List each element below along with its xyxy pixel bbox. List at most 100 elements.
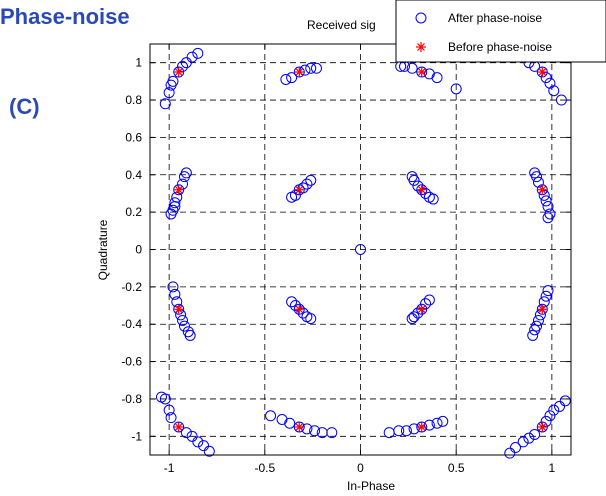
data-point-after	[504, 447, 516, 459]
data-point-after	[523, 432, 535, 444]
data-point-after	[286, 191, 298, 203]
data-point-after	[167, 281, 179, 293]
data-point-before	[174, 304, 184, 314]
data-point-after	[173, 184, 185, 196]
data-point-after	[536, 66, 548, 78]
data-point-after	[289, 300, 301, 312]
data-point-after	[529, 428, 541, 440]
data-point-before	[294, 185, 304, 195]
data-point-before	[417, 67, 427, 77]
y-tick-label: -1	[131, 429, 142, 443]
data-point-after	[540, 415, 552, 427]
data-point-after	[305, 313, 317, 325]
data-point-after	[169, 197, 181, 209]
data-point-before	[174, 185, 184, 195]
data-point-after	[293, 66, 305, 78]
data-point-after	[538, 189, 550, 201]
data-point-before	[294, 304, 304, 314]
data-point-after	[177, 178, 189, 190]
data-point-after	[173, 421, 185, 433]
data-point-after	[536, 421, 548, 433]
data-point-after	[305, 174, 317, 186]
data-point-after	[510, 442, 522, 454]
data-point-after	[173, 66, 185, 78]
y-tick-label: 0.2	[125, 205, 142, 219]
data-point-after	[532, 314, 544, 326]
data-point-after	[548, 404, 560, 416]
data-point-after	[383, 427, 395, 439]
data-point-after	[169, 288, 181, 300]
data-point-after	[177, 314, 189, 326]
x-axis-label: In-Phase	[347, 479, 395, 493]
x-tick-label: -1	[164, 461, 175, 475]
legend-marker-circle	[415, 12, 427, 24]
data-point-after	[555, 94, 567, 106]
data-point-after	[431, 417, 443, 429]
y-tick-label: -0.2	[121, 280, 142, 294]
data-point-before	[417, 304, 427, 314]
data-point-after	[517, 436, 529, 448]
data-point-after	[559, 395, 571, 407]
data-point-after	[431, 72, 443, 84]
data-point-after	[527, 329, 539, 341]
data-point-after	[542, 285, 554, 297]
data-point-after	[198, 440, 210, 452]
data-point-after	[184, 329, 196, 341]
data-point-after	[554, 400, 566, 412]
data-point-before	[537, 67, 547, 77]
data-point-after	[406, 62, 418, 74]
data-point-before	[294, 422, 304, 432]
x-tick-label: 1	[549, 461, 556, 475]
data-point-after	[293, 421, 305, 433]
series-after-phase-noise	[155, 47, 571, 459]
data-point-after	[305, 62, 317, 74]
data-point-after	[178, 320, 190, 332]
data-point-after	[309, 425, 321, 437]
data-point-after	[542, 212, 554, 224]
data-point-after	[437, 415, 449, 427]
x-tick-label: 0.5	[448, 461, 465, 475]
x-tick-labels: -1 -0.5 0 0.5 1	[164, 461, 556, 475]
data-point-after	[540, 195, 552, 207]
data-point-after	[420, 298, 432, 310]
data-point-after	[180, 57, 192, 69]
data-point-after	[310, 62, 322, 74]
x-tick-label: -0.5	[254, 461, 275, 475]
panel-heading: Phase-noise	[0, 4, 130, 29]
data-point-before	[537, 185, 547, 195]
data-point-after	[203, 445, 215, 457]
data-point-after	[169, 201, 181, 213]
data-point-after	[186, 51, 198, 63]
y-tick-label: -0.6	[121, 355, 142, 369]
data-point-after	[406, 171, 418, 183]
data-point-after	[450, 83, 462, 95]
data-point-after	[192, 436, 204, 448]
y-tick-labels: 1 0.8 0.6 0.4 0.2 0 -0.2 -0.4 -0.6 -0.8 -1	[121, 56, 142, 444]
y-tick-label: 1	[135, 56, 142, 70]
data-point-after	[265, 410, 277, 422]
data-point-after	[286, 72, 298, 84]
data-point-after	[529, 167, 541, 179]
data-point-after	[416, 184, 428, 196]
grid	[150, 44, 571, 455]
data-point-after	[412, 180, 424, 192]
y-tick-label: 0.6	[125, 130, 142, 144]
data-point-after	[293, 303, 305, 315]
data-point-after	[427, 193, 439, 205]
data-point-after	[326, 427, 338, 439]
data-point-after	[163, 87, 175, 99]
data-point-after	[534, 309, 546, 321]
legend-label-before: Before phase-noise	[448, 40, 552, 54]
data-point-after	[540, 290, 552, 302]
data-point-after	[548, 85, 560, 97]
y-tick-label: -0.4	[121, 317, 142, 331]
plot-frame	[149, 43, 572, 456]
data-point-after	[536, 303, 548, 315]
legend-box	[395, 0, 606, 63]
data-point-after	[173, 303, 185, 315]
y-tick-label: 0	[135, 243, 142, 257]
legend-label-after: After phase-noise	[448, 11, 542, 25]
data-point-after	[165, 412, 177, 424]
data-point-after	[299, 64, 311, 76]
